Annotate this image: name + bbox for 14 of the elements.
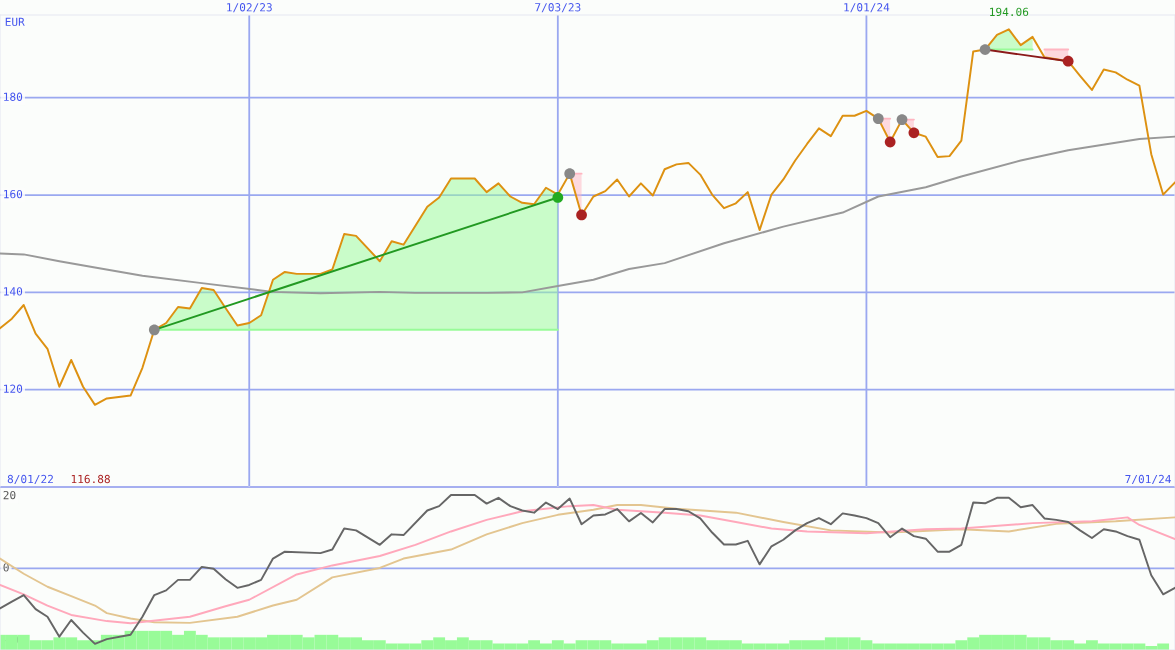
annotation: 194.06 [990, 7, 1029, 17]
y-axis-title: EUR [5, 17, 25, 27]
annotation: 116.88 [71, 474, 110, 484]
y-tick-label: 180 [4, 92, 23, 101]
y-tick-label: 160 [4, 189, 23, 199]
y-tick-label: 20 [3, 490, 16, 500]
x-tick-label: 1/02/23 [227, 3, 272, 13]
x-tick-label: 1/01/24 [844, 3, 890, 13]
x-tick-label: 7/03/23 [535, 3, 581, 13]
y-tick-label: 140 [4, 287, 23, 296]
annotation: 8/01/22 [7, 474, 53, 485]
annotation: 7/01/24 [1125, 474, 1171, 485]
y-tick-label: 120 [4, 384, 23, 393]
y-tick-label: 0 [3, 563, 9, 572]
